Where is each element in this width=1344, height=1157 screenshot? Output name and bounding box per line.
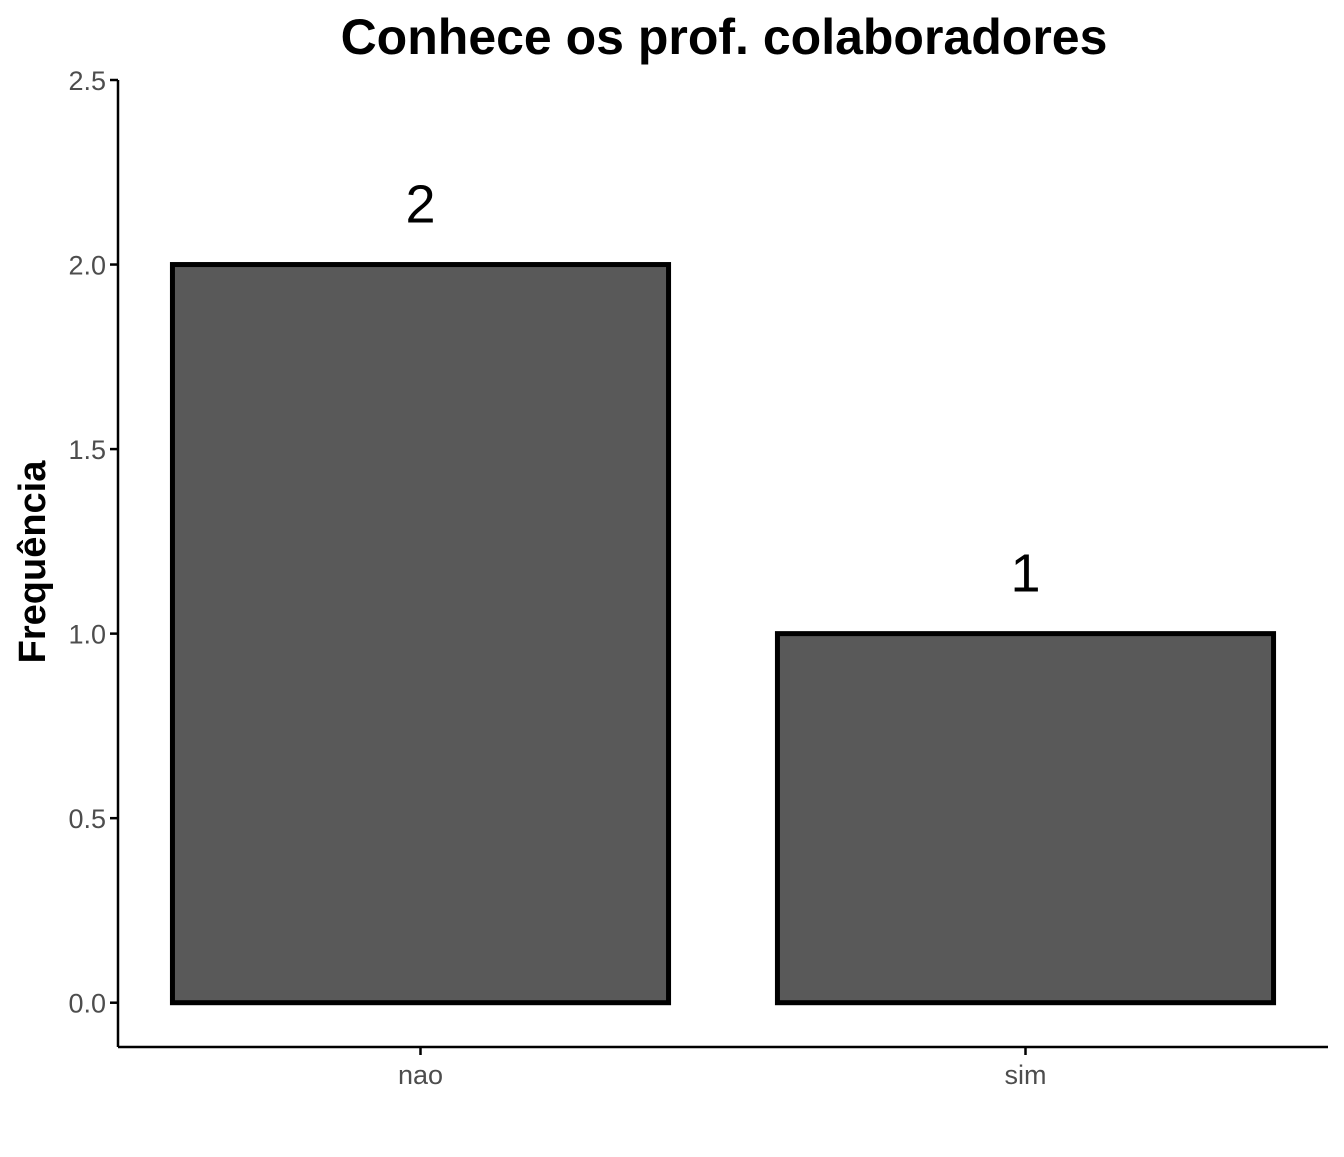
y-tick-label: 2.0 (68, 251, 106, 281)
y-tick-label: 1.0 (68, 620, 106, 650)
data-label-sim: 1 (1010, 544, 1040, 604)
bar-sim (774, 631, 1277, 1006)
chart-title: Conhece os prof. colaboradores (341, 9, 1108, 65)
y-tick-label: 2.5 (68, 66, 106, 96)
bar-nao (169, 262, 672, 1006)
y-tick-label: 1.5 (68, 435, 106, 465)
data-label-nao: 2 (405, 175, 435, 235)
bars-group (169, 262, 1277, 1006)
x-tick-label-sim: sim (1005, 1060, 1047, 1090)
axes-group: 0.0 0.5 1.0 1.5 2.0 2.5 nao sim (68, 66, 1328, 1090)
y-tick-label: 0.0 (68, 989, 106, 1019)
data-labels-group: 21 (405, 175, 1040, 604)
y-tick-label: 0.5 (68, 804, 106, 834)
x-tick-label-nao: nao (398, 1060, 443, 1090)
y-axis-label: Frequência (12, 460, 54, 664)
